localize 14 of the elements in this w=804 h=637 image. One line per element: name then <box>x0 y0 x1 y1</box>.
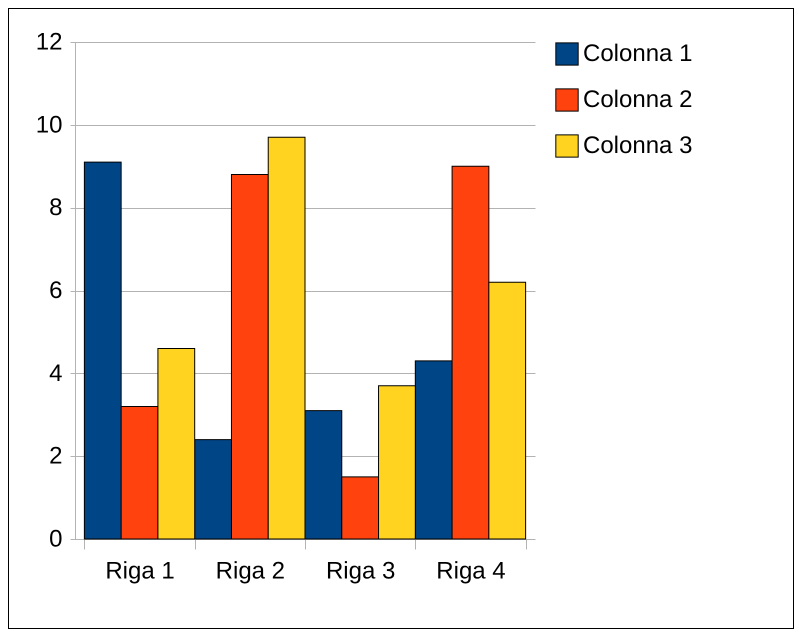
legend-label: Colonna 1 <box>583 40 692 67</box>
y-tick-label: 10 <box>36 111 62 138</box>
y-tick-label: 4 <box>49 360 62 387</box>
x-tick-label: Riga 1 <box>105 558 175 584</box>
y-tick-label: 6 <box>49 277 62 304</box>
y-tick-label: 8 <box>49 194 62 222</box>
x-tick-label: Riga 3 <box>326 558 396 584</box>
y-tick-label: 0 <box>49 526 62 552</box>
y-tick-label: 12 <box>36 28 62 56</box>
y-tick-label: 2 <box>49 442 62 470</box>
x-tick-label: Riga 2 <box>216 558 286 584</box>
legend-label: Colonna 2 <box>583 86 692 113</box>
x-tick-label: Riga 4 <box>436 558 506 584</box>
legend-label: Colonna 3 <box>583 132 692 159</box>
